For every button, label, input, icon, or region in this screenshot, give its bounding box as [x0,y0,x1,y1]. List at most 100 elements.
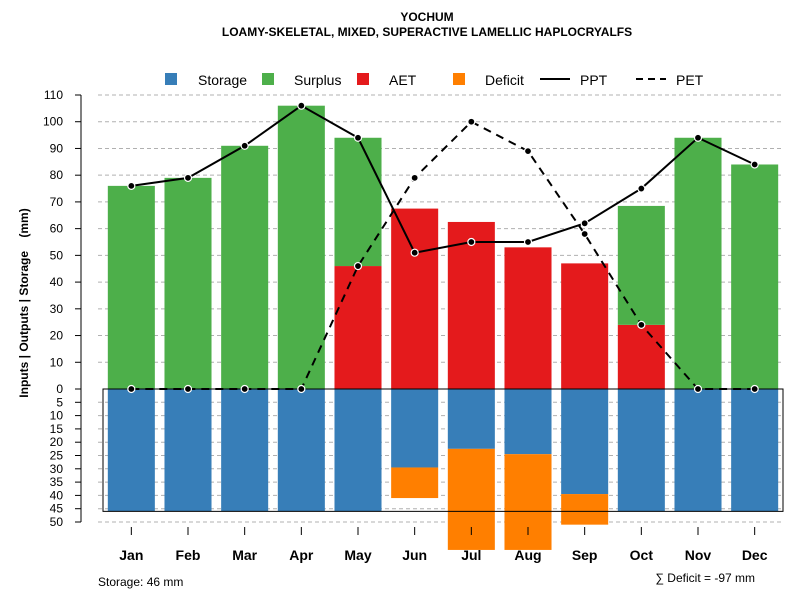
y-tick-label: 70 [50,195,64,209]
pet-point [523,147,533,156]
pet-point [750,384,759,394]
bar-surplus [334,137,382,267]
bars [102,105,784,550]
ppt-point [297,101,306,110]
y-tick-label: 110 [44,88,63,102]
bar-aet [447,221,495,389]
legend-pet-label: PET [676,72,704,88]
bar-surplus [277,105,325,389]
chart-subtitle: LOAMY-SKELETAL, MIXED, SUPERACTIVE LAMEL… [222,25,632,39]
y-tick-label: 15 [50,422,64,436]
x-tick-label-aug: Aug [514,547,541,563]
y-tick-label: 35 [50,475,64,489]
y-tick-label: 50 [50,515,64,529]
axes: 0102030405060708090100110510152025303540… [43,88,768,563]
pet-point [183,384,193,394]
pet-point [353,261,363,271]
x-tick-label-jul: Jul [461,547,481,563]
bar-storage [221,389,269,512]
bar-aet [617,324,665,389]
y-tick-label: 90 [50,141,64,155]
bar-surplus [617,205,665,325]
y-tick-label: 20 [50,435,64,449]
y-tick-label: 45 [50,502,64,516]
pet-point [693,384,703,394]
bar-deficit [504,454,552,550]
x-tick-label-jan: Jan [119,547,143,563]
legend-deficit-label: Deficit [485,72,524,88]
y-tick-label: 60 [50,222,64,236]
bar-storage [674,389,722,512]
y-tick-label: 50 [50,248,64,262]
pet-point [297,384,306,394]
pet-point [127,384,136,394]
ppt-point [580,219,589,228]
bar-storage [447,389,495,449]
legend-storage-label: Storage [198,72,247,88]
ppt-point [127,181,136,190]
bar-surplus [107,185,155,389]
bar-storage [731,389,779,512]
bar-deficit [391,467,439,499]
y-tick-label: 30 [50,462,64,476]
bar-storage [561,389,609,495]
y-axis-label: Inputs | Outputs | Storage (mm) [17,208,31,397]
y-tick-label: 10 [50,355,64,369]
bar-surplus [164,177,212,389]
ppt-point [353,133,363,142]
x-tick-label-mar: Mar [232,547,257,563]
ppt-point [750,160,759,169]
y-tick-label: 40 [50,488,64,502]
x-tick-label-feb: Feb [176,547,201,563]
x-tick-label-dec: Dec [742,547,768,563]
storage-note: Storage: 46 mm [98,575,183,589]
bar-aet [561,263,609,389]
legend: Storage Surplus AET Deficit PPT PET [165,72,704,88]
bar-storage [277,389,325,512]
ppt-point [467,237,476,247]
x-tick-label-oct: Oct [630,547,654,563]
pet-line [131,120,755,390]
bar-aet [334,266,382,389]
x-tick-label-sep: Sep [572,547,598,563]
y-tick-label: 25 [50,449,64,463]
legend-aet-label: AET [389,72,417,88]
legend-ppt-label: PPT [580,72,608,88]
pet-point [240,384,249,394]
pet-point [637,320,646,329]
pet-point [410,173,419,182]
y-tick-label: 5 [56,395,63,409]
bar-storage [391,389,439,468]
bar-storage [107,389,155,512]
bar-surplus [731,164,779,389]
y-tick-label: 80 [50,168,64,182]
ppt-point [183,173,193,182]
y-tick-label: 100 [43,115,63,129]
ppt-point [693,133,703,142]
series-lines [127,101,759,394]
bar-aet [504,247,552,389]
x-tick-label-apr: Apr [289,547,314,563]
ppt-point [240,141,249,150]
x-tick-label-may: May [344,547,371,563]
legend-aet-swatch [357,73,369,85]
bar-surplus [221,145,269,389]
y-tick-label: 40 [50,275,64,289]
bar-storage [164,389,212,512]
chart-title: YOCHUM [400,10,453,24]
legend-surplus-label: Surplus [294,72,341,88]
y-tick-label: 0 [56,382,63,396]
bar-storage [504,389,552,455]
y-tick-label: 30 [50,302,64,316]
bar-storage [334,389,382,512]
legend-deficit-swatch [453,73,465,85]
bar-surplus [674,137,722,389]
legend-surplus-swatch [262,73,274,85]
ppt-point [410,248,419,257]
bar-deficit [561,494,609,525]
y-tick-label: 20 [50,329,64,343]
ppt-line [131,104,756,254]
x-tick-label-nov: Nov [685,547,712,563]
ppt-point [637,184,646,193]
